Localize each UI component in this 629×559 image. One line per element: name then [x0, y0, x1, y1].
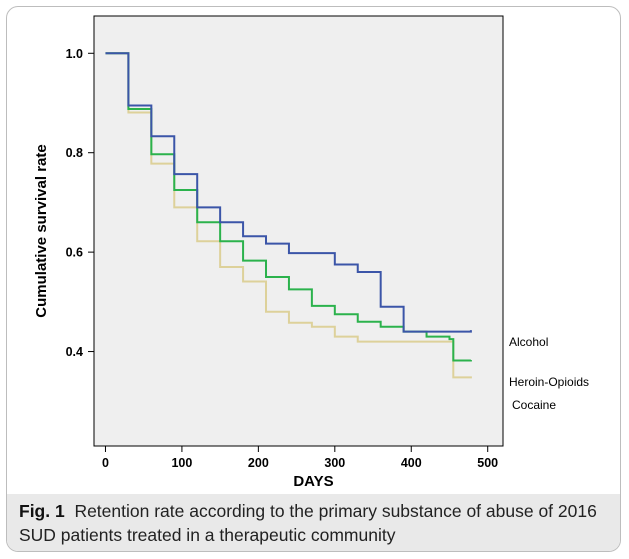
x-tick-label: 100: [171, 456, 192, 470]
series-line-cocaine: [105, 52, 472, 379]
y-tick-label: 0.6: [66, 246, 83, 260]
y-tick-label: 0.8: [66, 146, 83, 160]
y-tick-label: 0.4: [66, 345, 83, 359]
x-tick-label: 300: [324, 456, 345, 470]
series-label-heroin-opioids: Heroin-Opioids: [509, 375, 589, 389]
caption-band: [7, 494, 620, 551]
series-label-cocaine: Cocaine: [512, 398, 556, 412]
caption-text: Retention rate according to the primary …: [19, 501, 597, 545]
axis-ticks: 0 100 200 300 400 500 0.4 0.6 0.8 1.0: [66, 47, 499, 470]
series-labels: Alcohol Heroin-Opioids Cocaine: [509, 335, 589, 412]
figure-caption: Fig. 1 Retention rate according to the p…: [19, 499, 619, 547]
x-tick-label: 500: [477, 456, 498, 470]
x-axis-label: DAYS: [293, 473, 333, 490]
plot-area: [93, 15, 504, 447]
x-tick-label: 200: [248, 456, 269, 470]
series-line-alcohol: [105, 52, 472, 333]
x-tick-label: 0: [102, 456, 109, 470]
y-axis-label: Cumulative survival rate: [33, 144, 50, 317]
series-label-alcohol: Alcohol: [509, 335, 548, 349]
series-lines: [105, 52, 472, 379]
series-line-heroin-opioids: [105, 52, 472, 362]
y-tick-label: 1.0: [66, 47, 83, 61]
caption-label: Fig. 1: [19, 501, 65, 521]
x-tick-label: 400: [401, 456, 422, 470]
